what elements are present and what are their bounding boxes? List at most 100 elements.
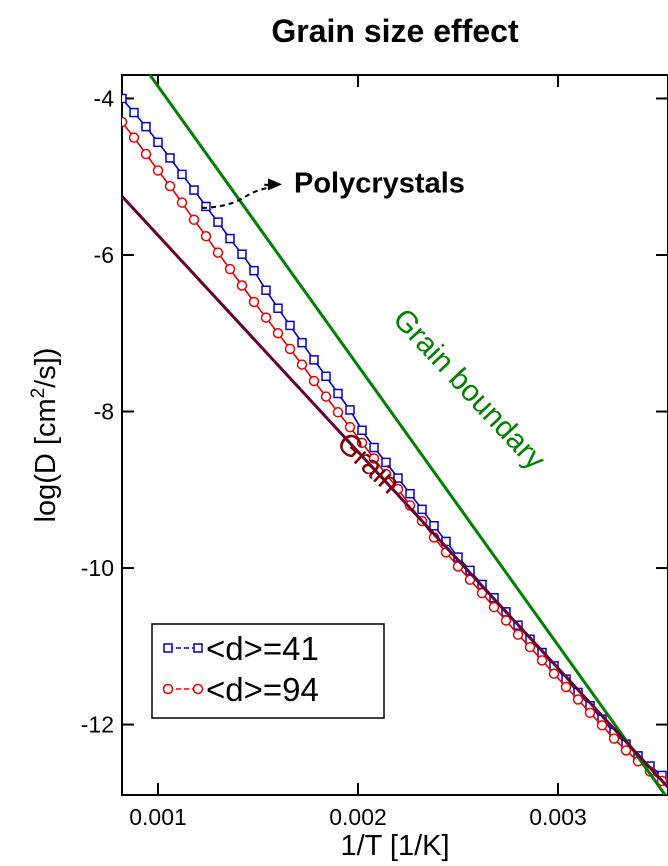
data-point-square bbox=[189, 185, 199, 195]
series-3 bbox=[122, 195, 668, 789]
data-point-circle bbox=[296, 359, 308, 370]
data-point-square bbox=[405, 488, 415, 499]
data-point-square bbox=[153, 137, 163, 148]
data-point-circle bbox=[284, 343, 296, 355]
data-point-circle bbox=[200, 230, 212, 242]
data-point-square bbox=[261, 285, 271, 295]
data-point-square bbox=[345, 405, 355, 415]
data-point-circle bbox=[536, 655, 548, 666]
y-tick-label: -8 bbox=[94, 399, 114, 425]
data-point-square bbox=[129, 107, 139, 118]
series-line bbox=[122, 195, 668, 789]
legend: <d>=41 <d>=94 bbox=[151, 623, 385, 719]
data-point-square bbox=[297, 337, 307, 348]
data-point-circle bbox=[560, 681, 572, 693]
axis-ticks: 0.001 0.002 0.003 -4 -6 -8 -10 -12 bbox=[81, 75, 668, 830]
data-point-circle bbox=[608, 733, 620, 744]
data-point-circle bbox=[236, 280, 248, 291]
data-point-circle bbox=[572, 694, 584, 705]
data-point-square bbox=[237, 249, 247, 259]
data-point-square bbox=[369, 442, 379, 453]
data-point-square bbox=[333, 388, 343, 399]
data-point-circle bbox=[128, 132, 140, 143]
data-point-square bbox=[429, 521, 439, 531]
data-point-circle bbox=[524, 641, 536, 653]
y-axis-label: log(D [cm2/s]) bbox=[28, 348, 62, 523]
data-point-circle bbox=[260, 312, 272, 323]
data-point-circle bbox=[500, 615, 512, 626]
data-point-circle bbox=[122, 116, 128, 128]
plot-frame bbox=[121, 74, 668, 796]
x-tick-label: 0.003 bbox=[529, 804, 587, 830]
legend-box bbox=[151, 623, 385, 719]
data-point-circle bbox=[224, 263, 236, 275]
y-axis-label-prefix: log(D [cm bbox=[30, 398, 62, 522]
data-point-square bbox=[141, 121, 151, 132]
legend-label: <d>=41 bbox=[206, 630, 319, 667]
data-point-square bbox=[309, 355, 319, 365]
data-point-circle bbox=[344, 421, 356, 433]
data-point-square bbox=[213, 217, 223, 227]
series-2 bbox=[148, 75, 668, 795]
data-point-square bbox=[285, 320, 295, 331]
annotation-polycrystals: Polycrystals bbox=[294, 167, 465, 199]
data-point-circle bbox=[356, 437, 368, 449]
data-point-square bbox=[273, 303, 283, 313]
data-point-circle bbox=[162, 683, 174, 695]
data-point-circle bbox=[272, 328, 284, 339]
y-tick-label: -6 bbox=[94, 242, 114, 268]
data-point-square bbox=[417, 504, 427, 515]
legend-label: <d>=94 bbox=[206, 671, 319, 708]
arrow-head-icon bbox=[268, 178, 282, 191]
data-point-square bbox=[225, 233, 235, 244]
x-axis-label: 1/T [1/K] bbox=[340, 830, 449, 862]
data-point-circle bbox=[176, 197, 188, 208]
data-point-circle bbox=[308, 375, 320, 387]
data-point-circle bbox=[140, 148, 152, 160]
data-point-circle bbox=[488, 601, 500, 613]
data-point-square bbox=[357, 425, 367, 436]
series-layer bbox=[122, 75, 668, 795]
data-point-square bbox=[165, 153, 175, 163]
x-tick-label: 0.001 bbox=[129, 804, 187, 830]
y-axis-label-suffix: /s]) bbox=[30, 348, 62, 388]
data-point-circle bbox=[548, 668, 560, 679]
data-point-square bbox=[177, 169, 187, 180]
data-point-circle bbox=[192, 683, 204, 695]
data-point-square bbox=[381, 457, 391, 468]
series-line bbox=[122, 97, 663, 777]
annotation-label-1: Grain boundary bbox=[386, 303, 551, 477]
data-point-circle bbox=[188, 214, 200, 226]
data-point-square bbox=[122, 93, 127, 104]
data-point-circle bbox=[596, 720, 608, 731]
data-point-square bbox=[193, 643, 203, 653]
data-point-circle bbox=[248, 296, 260, 308]
data-point-circle bbox=[212, 247, 224, 258]
data-point-square bbox=[321, 371, 331, 382]
data-point-square bbox=[249, 265, 259, 276]
y-tick-label: -4 bbox=[94, 85, 115, 111]
data-point-circle bbox=[320, 391, 332, 402]
data-point-circle bbox=[620, 745, 632, 756]
x-tick-label: 0.002 bbox=[329, 804, 387, 830]
legend-entry: <d>=94 bbox=[162, 671, 319, 708]
chart-title: Grain size effect bbox=[271, 13, 519, 49]
data-point-circle bbox=[368, 453, 380, 464]
series-line bbox=[122, 121, 663, 782]
y-tick-label: -10 bbox=[81, 555, 114, 581]
data-point-circle bbox=[584, 707, 596, 719]
series-line bbox=[148, 75, 668, 795]
data-point-circle bbox=[512, 629, 524, 640]
data-point-square bbox=[163, 643, 173, 653]
annotation-arrow bbox=[201, 183, 271, 210]
data-point-circle bbox=[152, 165, 164, 176]
data-point-circle bbox=[332, 407, 344, 418]
data-point-square bbox=[201, 201, 211, 212]
legend-entry: <d>=41 bbox=[163, 630, 319, 667]
y-tick-label: -12 bbox=[81, 712, 114, 738]
data-point-square bbox=[393, 473, 403, 483]
data-point-circle bbox=[164, 180, 176, 192]
y-axis-label-sup: 2 bbox=[28, 388, 49, 399]
